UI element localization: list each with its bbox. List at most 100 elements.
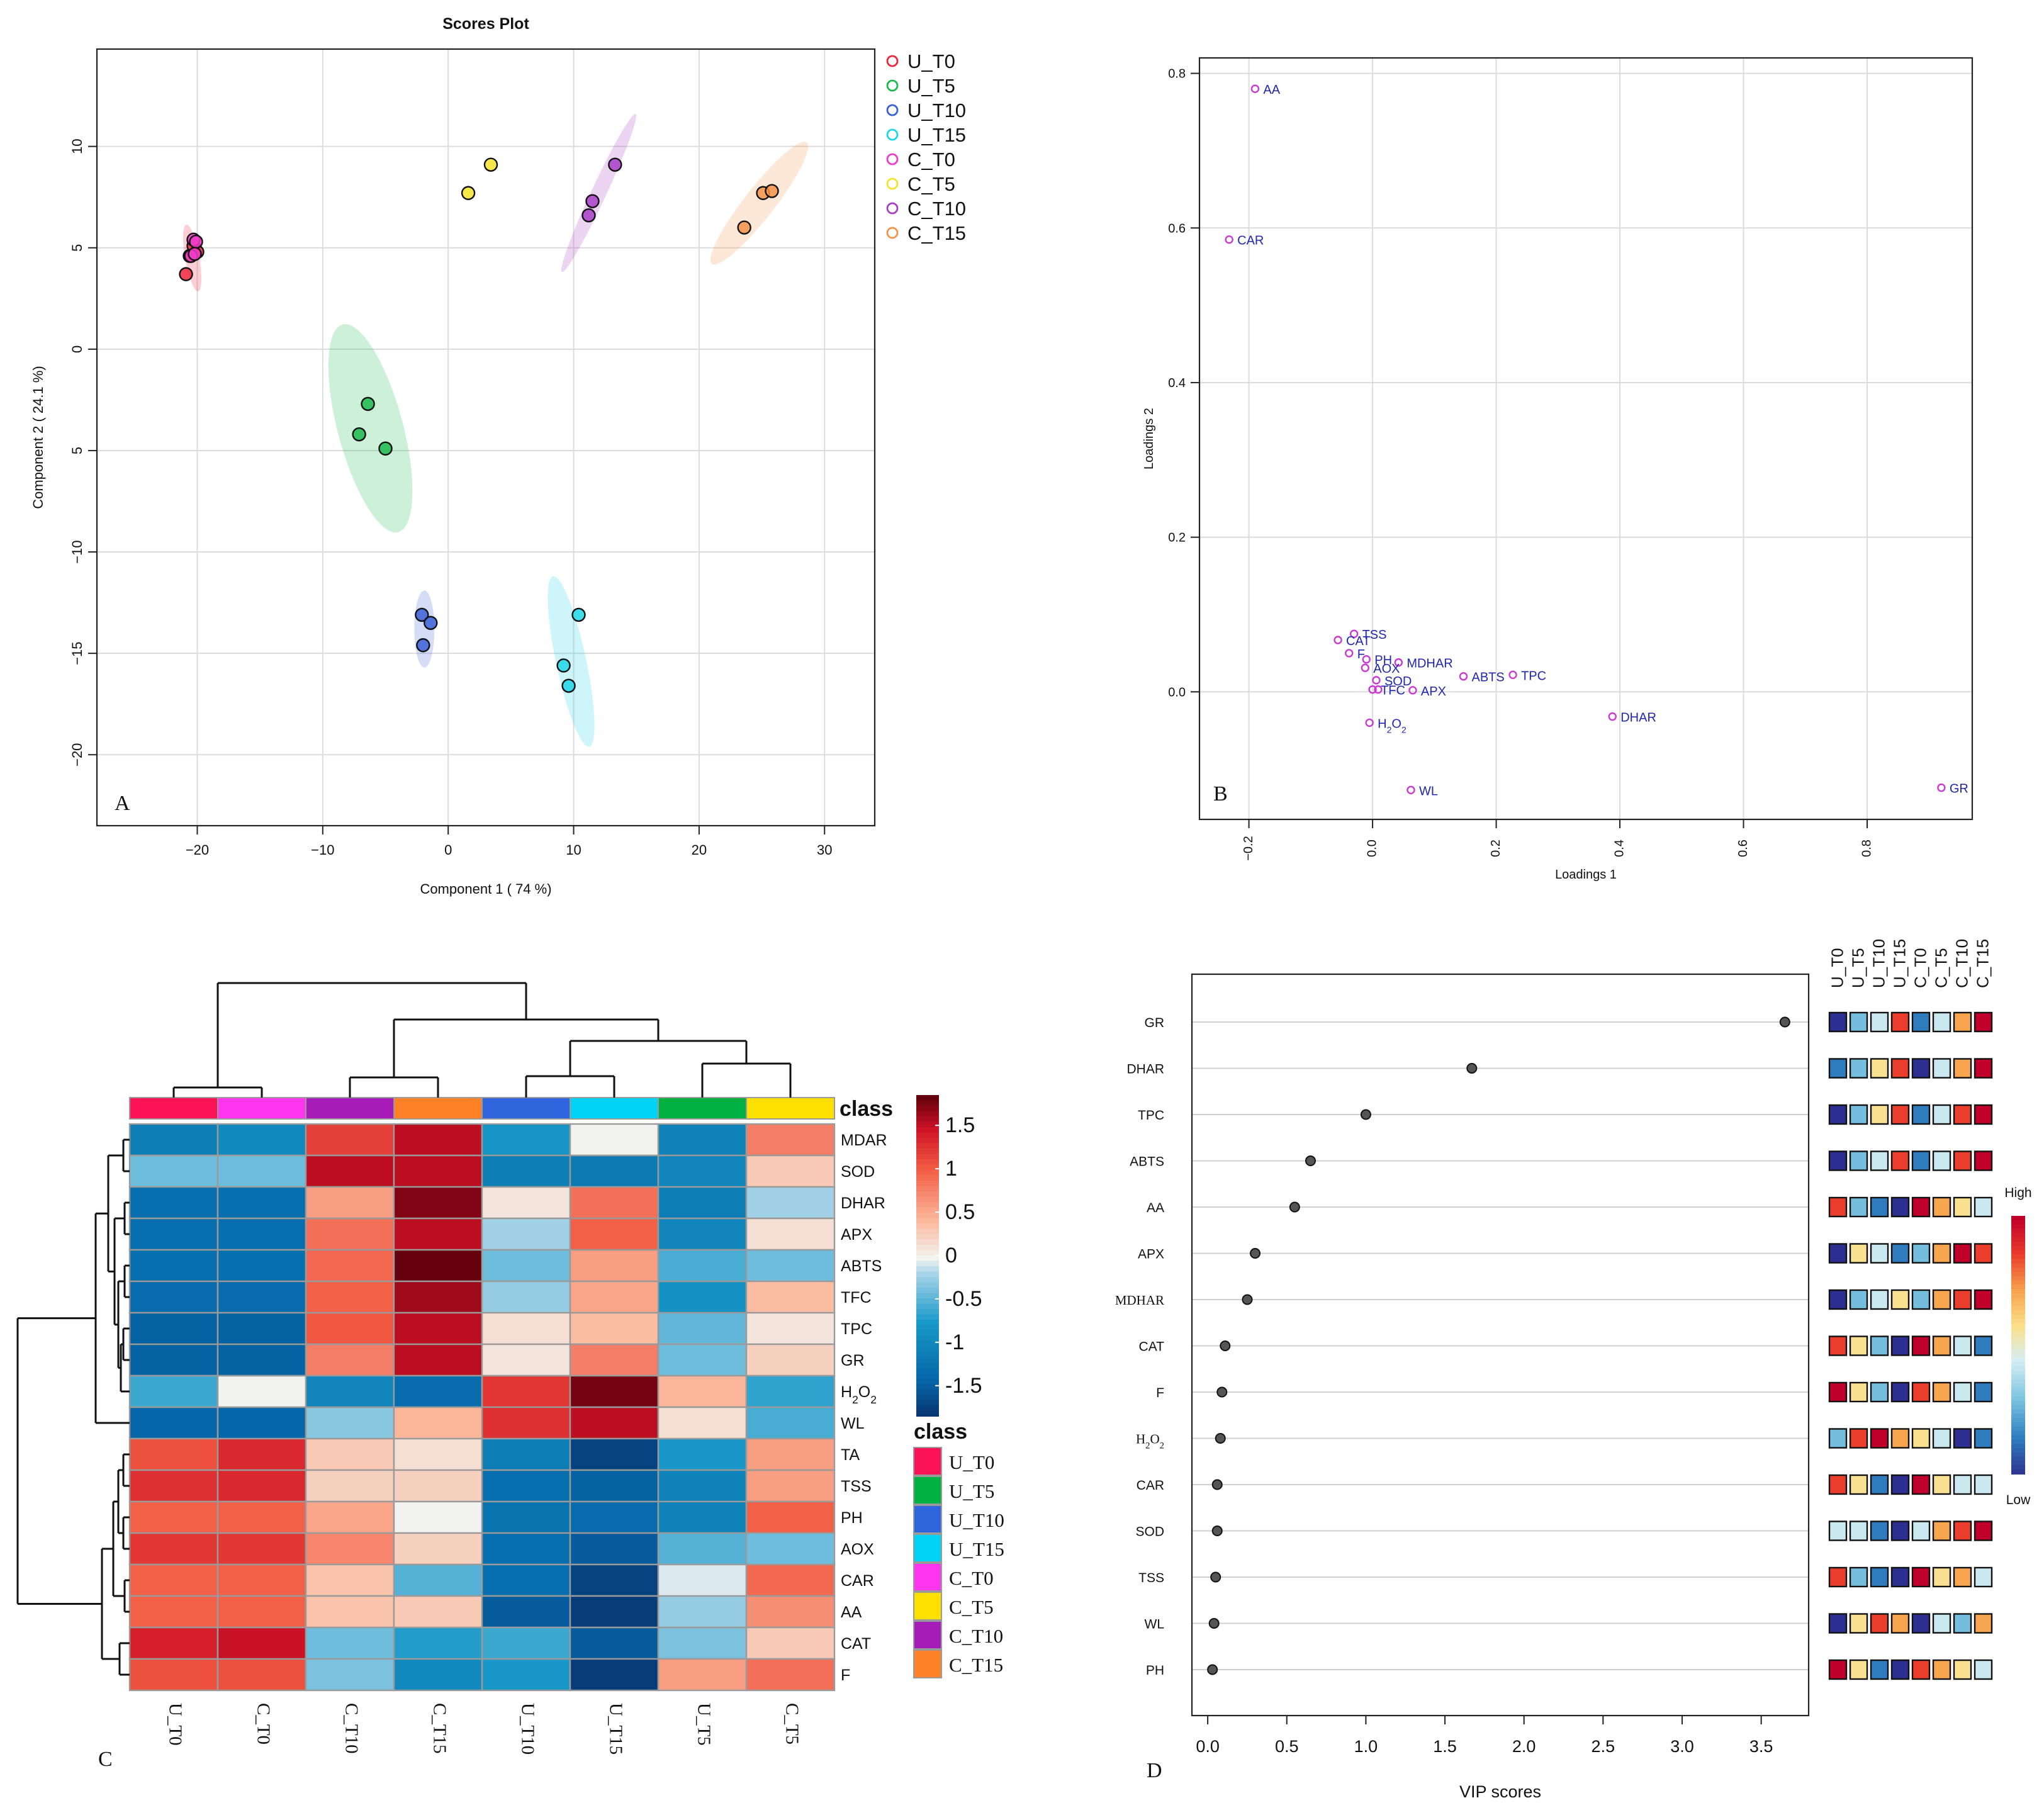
panel-letter: B — [1213, 782, 1228, 806]
colorbar-segment — [2011, 1345, 2025, 1350]
colorbar-segment — [2011, 1216, 2025, 1221]
class-legend-label-U_T10: U_T10 — [949, 1509, 1004, 1531]
heatmap-cell — [393, 1626, 483, 1660]
heatmap-cell — [481, 1280, 571, 1314]
heatmap-cell — [305, 1437, 395, 1471]
group-level-box — [1870, 1011, 1889, 1033]
colorbar-tick-label: 1.5 — [945, 1113, 975, 1137]
group-level-box — [1890, 1474, 1910, 1495]
heatmap-cell — [128, 1532, 219, 1566]
heatmap-cell — [745, 1500, 836, 1534]
heatmap-cell — [305, 1626, 395, 1660]
loading-label-APX: APX — [1421, 685, 1446, 699]
confidence-ellipse-U_T15 — [548, 576, 595, 747]
group-level-box — [1974, 1566, 1993, 1588]
feature-label-TSS: TSS — [1138, 1571, 1164, 1585]
score-point-C_T15 — [765, 184, 779, 198]
group-level-box — [1974, 1104, 1993, 1125]
group-level-box — [1911, 1566, 1931, 1588]
heatmap-cell — [481, 1532, 571, 1566]
score-point-U_T10 — [424, 615, 438, 631]
loading-point — [1508, 670, 1517, 679]
group-level-box — [1974, 1474, 1993, 1495]
heatmap-cell — [216, 1626, 307, 1660]
legend-marker-U_T10 — [886, 104, 899, 116]
y-tick-label: 0.8 — [1168, 67, 1186, 81]
score-point-U_T0 — [179, 267, 193, 281]
colorbar-segment — [916, 1325, 939, 1331]
group-level-box — [1849, 1566, 1868, 1588]
colorbar-segment — [2011, 1469, 2025, 1475]
colorbar-segment — [2011, 1315, 2025, 1320]
colorbar-segment — [916, 1357, 939, 1363]
x-tick-label: −10 — [311, 842, 334, 858]
colorbar-segment — [916, 1181, 939, 1187]
group-level-box — [1953, 1335, 1972, 1356]
group-level-box — [1911, 1381, 1931, 1403]
heatmap-cell — [569, 1595, 660, 1629]
colorbar-segment — [2011, 1349, 2025, 1354]
heatmap-cell — [481, 1469, 571, 1503]
heatmap-cell — [745, 1217, 836, 1251]
colorbar-segment — [916, 1127, 939, 1133]
colorbar-segment — [2011, 1336, 2025, 1342]
score-point-U_T15 — [561, 678, 576, 693]
heatmap-cell — [745, 1469, 836, 1503]
group-level-box — [1849, 1520, 1868, 1541]
heatmap-cell — [481, 1563, 571, 1597]
colorbar-segment — [916, 1410, 939, 1417]
group-level-box — [1870, 1428, 1889, 1449]
feature-label-TPC: TPC — [1138, 1108, 1164, 1123]
group-level-box — [1932, 1335, 1951, 1356]
group-level-box — [1953, 1011, 1972, 1033]
colorbar-segment — [916, 1106, 939, 1112]
heatmap-cell — [216, 1595, 307, 1629]
colorbar-segment — [2011, 1254, 2025, 1260]
colorbar-segment — [2011, 1224, 2025, 1230]
colorbar-segment — [2011, 1413, 2025, 1419]
heatmap-cell — [128, 1406, 219, 1440]
colorbar-segment — [916, 1121, 939, 1128]
colorbar-tick-label: -1.5 — [945, 1374, 982, 1398]
group-level-box — [1953, 1058, 1972, 1079]
heatmap-cell — [305, 1595, 395, 1629]
group-level-box — [1849, 1196, 1868, 1218]
row-label-PH: PH — [841, 1509, 863, 1527]
group-level-box — [1911, 1196, 1931, 1218]
heatmap-cell — [569, 1123, 660, 1157]
group-level-box — [1890, 1196, 1910, 1218]
colorbar-segment — [916, 1138, 939, 1144]
colorbar-segment — [2011, 1362, 2025, 1368]
row-label-TPC: TPC — [841, 1320, 872, 1338]
colorbar-segment — [916, 1293, 939, 1299]
group-level-box — [1890, 1243, 1910, 1264]
group-level-box — [1953, 1243, 1972, 1264]
legend-marker-U_T5 — [886, 79, 899, 92]
group-level-box — [1932, 1381, 1951, 1403]
group-level-box — [1911, 1520, 1931, 1541]
heatmap-cell — [305, 1374, 395, 1408]
heatmap-cell — [569, 1658, 660, 1692]
plot-frame — [96, 48, 876, 827]
score-point-C_T0 — [188, 247, 202, 261]
loading-label-F: F — [1357, 648, 1365, 661]
x-axis-label: Component 1 ( 74 %) — [420, 881, 551, 897]
score-point-U_T10 — [415, 607, 429, 622]
group-level-box — [1828, 1289, 1848, 1310]
heatmap-cell — [128, 1563, 219, 1597]
loading-label-WL: WL — [1419, 784, 1438, 798]
colorbar-segment — [916, 1282, 939, 1288]
heatmap-cell — [745, 1186, 836, 1220]
heatmap-cell — [481, 1217, 571, 1251]
colorbar-segment — [2011, 1228, 2025, 1234]
group-level-box — [1890, 1428, 1910, 1449]
colorbar-segment — [916, 1395, 939, 1401]
heatmap-cell — [481, 1374, 571, 1408]
colorbar-segment — [916, 1111, 939, 1117]
panel-letter: C — [98, 1748, 113, 1771]
score-point-C_T10 — [608, 157, 622, 172]
row-label-DHAR: DHAR — [841, 1194, 885, 1212]
group-level-box — [1828, 1335, 1848, 1356]
heatmap-cell — [569, 1563, 660, 1597]
